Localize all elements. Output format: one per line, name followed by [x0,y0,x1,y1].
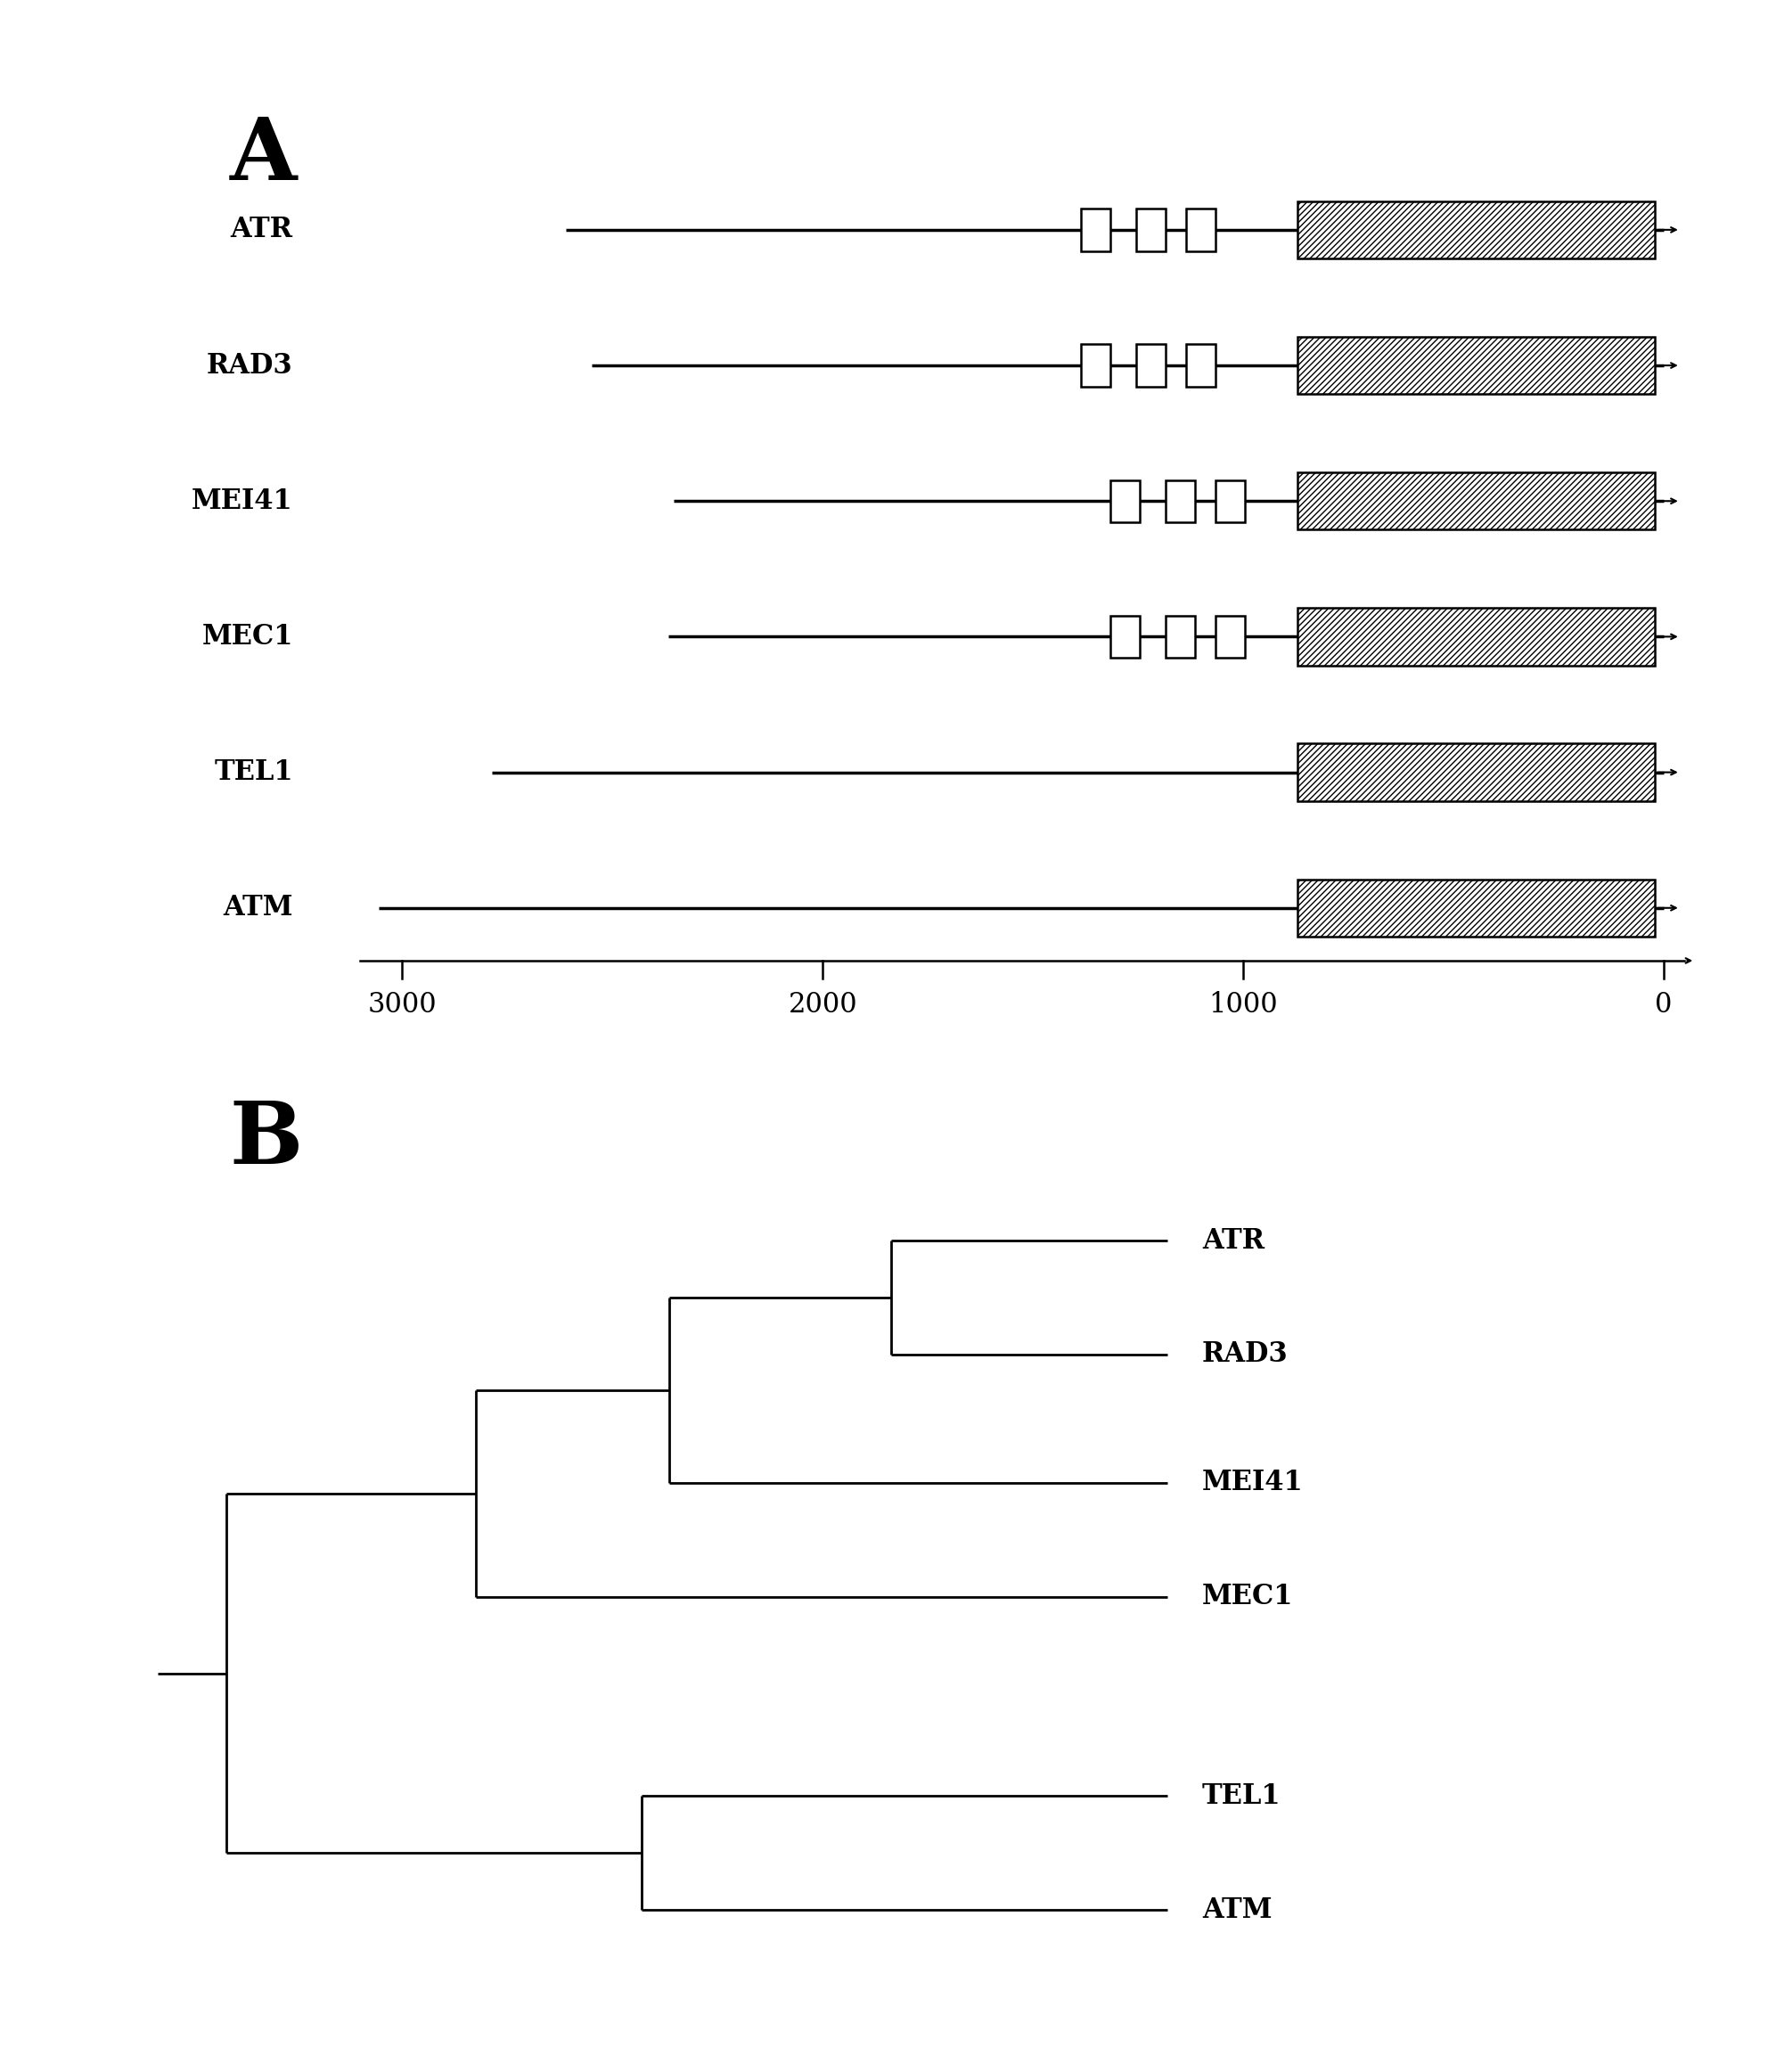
Text: B: B [230,1098,302,1181]
Text: 1000: 1000 [1209,990,1278,1019]
Bar [1165,481,1195,522]
Bar [1165,615,1195,657]
Bar [1110,481,1140,522]
Text: ATM: ATM [223,895,293,922]
Bar [1298,879,1655,937]
Bar [1298,744,1655,802]
Text: ATR: ATR [230,215,293,244]
Bar [1137,344,1165,387]
Bar [1082,344,1110,387]
Bar [1082,209,1110,251]
Text: MEC1: MEC1 [1202,1583,1294,1610]
Text: 0: 0 [1655,990,1673,1019]
Bar [1186,209,1216,251]
Text: RAD3: RAD3 [1202,1341,1289,1368]
Bar [1298,201,1655,259]
Text: 3000: 3000 [368,990,437,1019]
Text: TEL1: TEL1 [214,758,293,785]
Bar [1298,472,1655,530]
Text: MEI41: MEI41 [1202,1469,1303,1496]
Bar [1110,615,1140,657]
Bar [1216,615,1245,657]
Text: MEC1: MEC1 [202,624,293,651]
Text: RAD3: RAD3 [207,352,293,379]
Text: A: A [230,114,297,197]
Text: ATM: ATM [1202,1896,1273,1925]
Bar [1186,344,1216,387]
Bar [1216,481,1245,522]
Bar [1298,607,1655,665]
Bar [1137,209,1165,251]
Text: TEL1: TEL1 [1202,1782,1282,1811]
Bar [1298,338,1655,394]
Text: MEI41: MEI41 [191,487,293,514]
Text: ATR: ATR [1202,1227,1264,1254]
Text: 2000: 2000 [789,990,857,1019]
